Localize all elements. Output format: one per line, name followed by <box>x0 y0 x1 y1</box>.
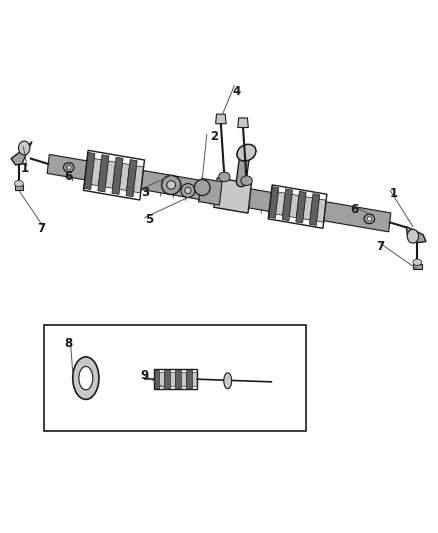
Polygon shape <box>159 372 164 386</box>
Ellipse shape <box>413 259 422 265</box>
Ellipse shape <box>167 181 176 189</box>
Text: 7: 7 <box>37 222 45 235</box>
Polygon shape <box>215 114 226 124</box>
Ellipse shape <box>219 172 230 182</box>
Polygon shape <box>112 157 123 195</box>
Text: 6: 6 <box>64 169 73 183</box>
Polygon shape <box>268 187 279 219</box>
Polygon shape <box>303 197 312 220</box>
Polygon shape <box>92 158 101 186</box>
Ellipse shape <box>73 357 99 399</box>
Polygon shape <box>175 369 181 389</box>
Polygon shape <box>170 372 175 386</box>
Polygon shape <box>11 142 32 165</box>
Ellipse shape <box>79 367 93 390</box>
Polygon shape <box>238 118 248 127</box>
Polygon shape <box>406 227 426 243</box>
Text: 8: 8 <box>64 337 73 350</box>
Text: 2: 2 <box>211 130 219 143</box>
Text: 6: 6 <box>350 203 358 215</box>
Polygon shape <box>192 372 197 386</box>
Polygon shape <box>290 195 299 217</box>
Text: 7: 7 <box>377 240 385 253</box>
Text: 9: 9 <box>141 369 149 382</box>
Ellipse shape <box>367 217 371 221</box>
Bar <box>14 185 23 190</box>
Ellipse shape <box>64 163 74 172</box>
Polygon shape <box>84 152 95 190</box>
Ellipse shape <box>67 165 71 169</box>
Polygon shape <box>186 369 192 389</box>
Ellipse shape <box>224 373 232 389</box>
Ellipse shape <box>18 141 30 155</box>
Polygon shape <box>199 179 222 205</box>
Ellipse shape <box>194 180 210 196</box>
Ellipse shape <box>241 176 252 185</box>
Text: 4: 4 <box>232 85 240 98</box>
Polygon shape <box>47 155 391 232</box>
Polygon shape <box>276 192 285 215</box>
Bar <box>44 325 306 431</box>
Bar <box>153 369 197 389</box>
Ellipse shape <box>14 180 23 187</box>
Ellipse shape <box>237 144 256 161</box>
Polygon shape <box>164 369 170 389</box>
Bar <box>413 264 422 269</box>
Text: 5: 5 <box>145 213 153 226</box>
Text: 3: 3 <box>141 185 149 199</box>
Polygon shape <box>214 178 251 213</box>
Polygon shape <box>120 164 130 191</box>
Text: 1: 1 <box>21 161 29 175</box>
Ellipse shape <box>162 175 181 195</box>
Ellipse shape <box>407 229 419 243</box>
Ellipse shape <box>237 144 256 161</box>
Polygon shape <box>282 189 293 221</box>
Polygon shape <box>317 199 326 222</box>
Polygon shape <box>98 155 109 192</box>
Polygon shape <box>296 191 306 223</box>
Polygon shape <box>134 166 144 193</box>
Ellipse shape <box>185 187 191 193</box>
Polygon shape <box>181 372 186 386</box>
Polygon shape <box>153 369 159 389</box>
Text: 1: 1 <box>389 187 398 200</box>
Polygon shape <box>310 193 320 225</box>
Polygon shape <box>106 161 116 188</box>
Ellipse shape <box>181 183 195 197</box>
Ellipse shape <box>364 214 374 224</box>
Polygon shape <box>126 159 137 197</box>
